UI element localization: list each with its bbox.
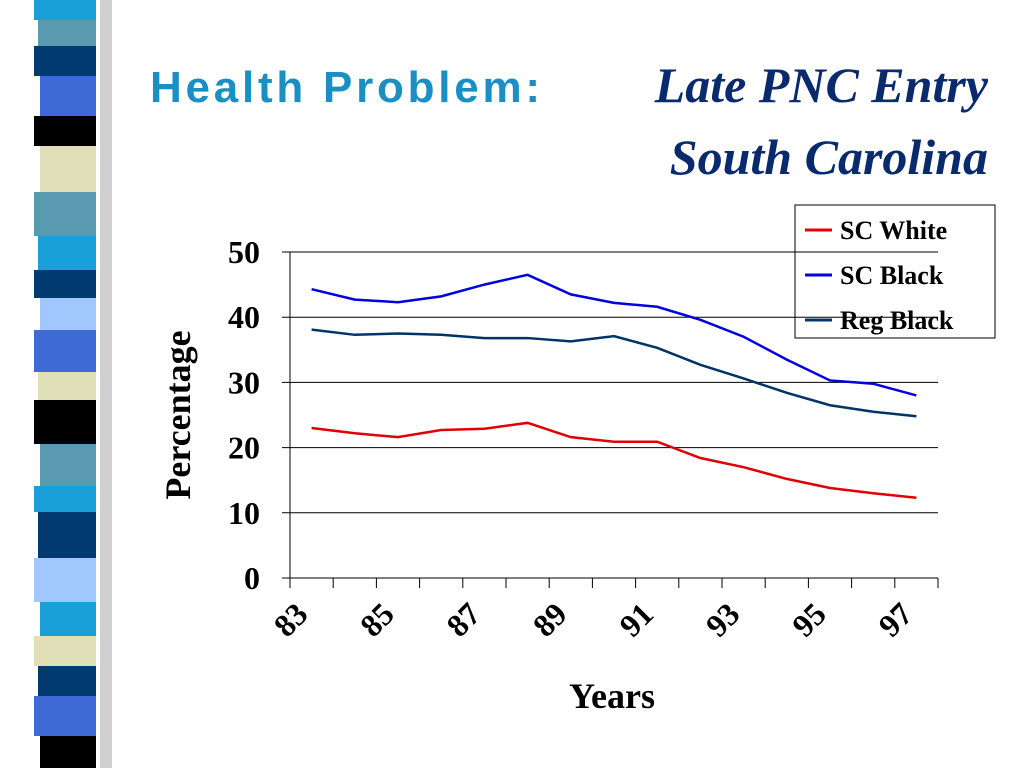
subtitle: Late PNC Entry <box>654 57 989 113</box>
legend-label: SC Black <box>840 261 944 290</box>
x-tick-label: 83 <box>266 595 314 643</box>
x-tick-label: 85 <box>353 595 401 643</box>
line <box>311 328 917 418</box>
x-tick-label: 87 <box>439 595 487 643</box>
x-tick-label: 91 <box>612 595 660 643</box>
line <box>311 421 917 500</box>
y-tick-label: 40 <box>228 299 260 335</box>
legend-label: Reg Black <box>840 306 954 335</box>
legend-label: SC White <box>840 216 947 245</box>
subtitle: South Carolina <box>670 129 988 185</box>
line <box>311 273 917 397</box>
x-tick-label: 89 <box>526 595 574 643</box>
y-tick-label: 20 <box>228 430 260 466</box>
decorative-strip <box>34 0 112 768</box>
x-tick-label: 95 <box>785 595 833 643</box>
x-tick-label: 93 <box>698 595 746 643</box>
y-tick-label: 0 <box>244 560 260 596</box>
y-tick-label: 50 <box>228 234 260 270</box>
x-axis-label: Years <box>569 676 655 716</box>
y-tick-label: 10 <box>228 495 260 531</box>
legend <box>794 204 996 339</box>
x-tick-label: 97 <box>871 595 919 643</box>
title: Health Problem: <box>150 63 540 112</box>
y-tick-label: 30 <box>228 364 260 400</box>
y-axis-label: Percentage <box>158 330 198 499</box>
